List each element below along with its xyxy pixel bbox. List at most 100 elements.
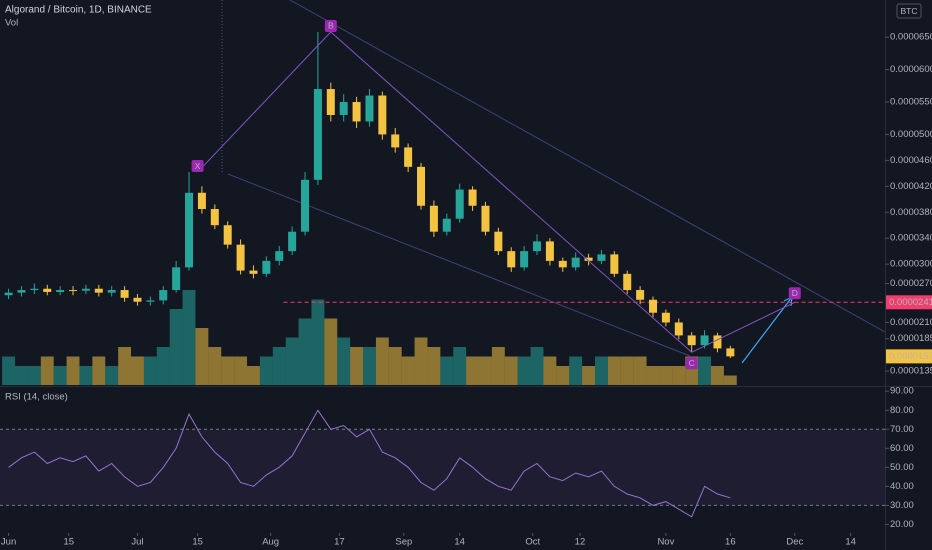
- volume-bar: [375, 337, 389, 385]
- volume-bar: [182, 290, 196, 385]
- candle-body: [481, 205, 490, 232]
- candle-body: [545, 241, 554, 261]
- candle-body: [185, 192, 194, 268]
- volume-bar: [711, 366, 724, 385]
- volume-bar: [620, 356, 634, 385]
- pattern-label: D: [792, 288, 798, 298]
- y-tick-label: 0.00004600: [890, 155, 932, 166]
- x-tick-label: 14: [454, 537, 465, 548]
- volume-bar: [466, 356, 480, 385]
- y-tick-label: 40.00: [890, 481, 914, 492]
- candle-body: [56, 290, 65, 292]
- y-tick-label: 0.00005500: [890, 97, 932, 108]
- x-tick-label: 15: [192, 537, 203, 548]
- volume-bar: [646, 366, 660, 385]
- candle-body: [442, 218, 451, 232]
- candle-body: [404, 147, 413, 167]
- pattern-label: C: [689, 358, 695, 368]
- y-tick-label: 0.00002700: [890, 278, 932, 289]
- volume-bar: [27, 366, 41, 385]
- symbol-title: Algorand / Bitcoin, 1D, BINANCE: [5, 5, 152, 16]
- volume-bar: [40, 356, 54, 385]
- candle-body: [494, 231, 503, 252]
- level-badge: [886, 295, 932, 310]
- candle-body: [661, 312, 670, 323]
- volume-bar: [272, 347, 286, 385]
- pattern-label: B: [328, 21, 334, 31]
- candle-body: [533, 241, 542, 252]
- x-tick-label: Nov: [657, 537, 674, 548]
- volume-bar: [453, 347, 467, 385]
- volume-bar: [247, 366, 260, 385]
- candle-body: [687, 335, 696, 346]
- volume-bar: [259, 356, 273, 385]
- volume-bar: [479, 356, 492, 385]
- candle-body: [610, 254, 619, 274]
- last-price-label: 0.00001577: [889, 351, 932, 362]
- x-tick-label: 12: [575, 537, 586, 548]
- candle-body: [30, 288, 39, 291]
- volume-bar: [401, 356, 415, 385]
- volume-bar: [350, 347, 364, 385]
- y-tick-label: 0.00003400: [890, 233, 932, 244]
- pattern-line: [330, 31, 693, 353]
- volume-bar: [221, 356, 235, 385]
- x-tick-label: Aug: [262, 537, 279, 548]
- pattern-point: [685, 357, 698, 370]
- currency-badge[interactable]: [896, 3, 922, 19]
- volume-bar: [195, 328, 209, 385]
- candle-body: [365, 95, 374, 122]
- candle-body: [391, 134, 400, 148]
- volume-bar: [388, 347, 402, 385]
- candle-body: [81, 288, 90, 291]
- volume-bar: [234, 356, 248, 385]
- rsi-title: RSI (14, close): [5, 392, 68, 403]
- volume-bar: [659, 366, 673, 385]
- volume-bar: [324, 318, 338, 385]
- volume-bar: [543, 356, 557, 385]
- candle-body: [713, 335, 722, 349]
- candle-body: [249, 270, 258, 274]
- candle-body: [262, 260, 271, 274]
- candle-body: [223, 225, 232, 245]
- candle-body: [378, 95, 387, 135]
- pattern-point: [191, 160, 204, 173]
- volume-bar: [92, 356, 106, 385]
- level-label: 0.00002411: [889, 297, 932, 308]
- rsi-line: [8, 409, 731, 518]
- x-tick-label: Jul: [131, 537, 143, 548]
- volume-bar: [169, 309, 183, 385]
- x-tick-label: Sep: [395, 537, 412, 548]
- volume-bar: [582, 366, 596, 385]
- candle-body: [339, 102, 348, 115]
- volume-bar: [672, 366, 686, 385]
- y-tick-label: 0.00006500: [890, 32, 932, 43]
- candle-body: [507, 251, 516, 268]
- y-tick-label: 70.00: [890, 424, 914, 435]
- volume-bar: [2, 356, 16, 385]
- volume-bar: [440, 356, 454, 385]
- y-tick-label: 0.00005000: [890, 129, 932, 140]
- x-tick-label: 14: [845, 537, 856, 548]
- y-tick-label: 0.00003800: [890, 207, 932, 218]
- x-tick-label: 15: [63, 537, 74, 548]
- candle-body: [417, 166, 426, 206]
- volume-bar: [517, 356, 531, 385]
- candle-body: [468, 189, 477, 206]
- candle-body: [623, 273, 632, 291]
- volume-bar: [66, 356, 80, 385]
- volume-bar: [337, 337, 351, 385]
- candle-body: [597, 254, 606, 261]
- volume-bar: [363, 347, 376, 385]
- candle-body: [172, 267, 181, 291]
- trend-line: [289, 0, 886, 333]
- candle-body: [159, 290, 168, 301]
- candle-body: [107, 290, 116, 293]
- candle-body: [455, 189, 464, 219]
- volume-bar: [698, 356, 712, 385]
- candle-body: [210, 208, 219, 226]
- candle-body: [133, 297, 142, 302]
- candle-body: [236, 244, 245, 271]
- y-tick-label: 0.00003000: [890, 259, 932, 270]
